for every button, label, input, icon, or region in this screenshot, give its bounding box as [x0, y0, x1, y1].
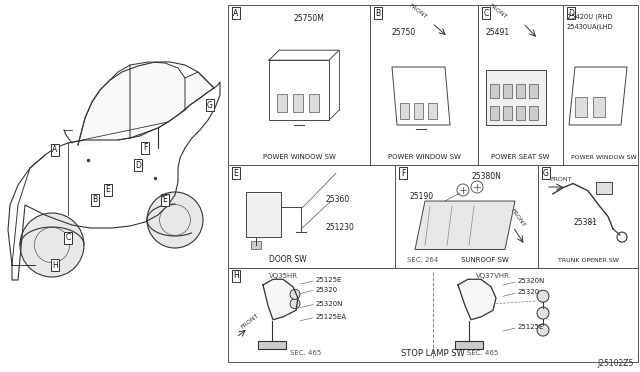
Text: 25750M: 25750M: [294, 14, 324, 23]
Text: POWER WINDOW SW: POWER WINDOW SW: [571, 155, 636, 160]
Bar: [503, 106, 512, 120]
Text: SUNROOF SW: SUNROOF SW: [461, 257, 509, 263]
Text: FRONT: FRONT: [408, 3, 428, 20]
Polygon shape: [130, 62, 185, 138]
Bar: [596, 182, 612, 194]
Bar: [228, 165, 395, 268]
Bar: [529, 84, 538, 98]
Bar: [478, 5, 563, 165]
Bar: [575, 97, 587, 117]
Text: SEC. 264: SEC. 264: [407, 257, 438, 263]
Bar: [516, 84, 525, 98]
Circle shape: [290, 289, 300, 299]
Text: B: B: [376, 9, 381, 17]
Bar: [251, 241, 261, 249]
Polygon shape: [258, 341, 286, 349]
Text: FRONT: FRONT: [510, 207, 527, 228]
Text: E: E: [106, 186, 110, 195]
Bar: [490, 84, 499, 98]
Text: STOP LAMP SW: STOP LAMP SW: [401, 349, 465, 358]
Text: FRONT: FRONT: [240, 313, 260, 330]
Text: C: C: [65, 234, 70, 243]
Text: 25380N: 25380N: [472, 172, 501, 181]
Text: TRUNK OPENER SW: TRUNK OPENER SW: [557, 258, 618, 263]
Text: POWER SEAT SW: POWER SEAT SW: [492, 154, 550, 160]
Bar: [400, 103, 409, 119]
Text: SEC. 465: SEC. 465: [291, 350, 322, 356]
Circle shape: [290, 299, 300, 309]
Text: J25102Z5: J25102Z5: [598, 359, 634, 368]
Bar: [428, 103, 437, 119]
Text: 25360: 25360: [325, 195, 349, 204]
Text: H: H: [233, 272, 239, 280]
Text: E: E: [234, 169, 238, 177]
Text: 25381: 25381: [573, 218, 597, 227]
Bar: [486, 70, 546, 125]
Bar: [563, 5, 638, 165]
Text: F: F: [401, 169, 405, 177]
Circle shape: [537, 307, 549, 319]
Bar: [246, 192, 281, 237]
Text: 25125E: 25125E: [316, 277, 342, 283]
Text: 25320: 25320: [518, 289, 540, 295]
Text: 25430UA(LHD: 25430UA(LHD: [567, 24, 614, 31]
Text: 25420U (RHD: 25420U (RHD: [567, 14, 612, 20]
Text: 25750: 25750: [392, 28, 416, 37]
Text: POWER WINDOW SW: POWER WINDOW SW: [262, 154, 335, 160]
Bar: [490, 106, 499, 120]
Text: C: C: [483, 9, 488, 17]
Text: 25491: 25491: [486, 28, 510, 37]
Bar: [516, 106, 525, 120]
Text: H: H: [52, 260, 58, 269]
Text: A: A: [234, 9, 239, 17]
Text: DOOR SW: DOOR SW: [269, 255, 307, 264]
Bar: [503, 84, 512, 98]
Bar: [309, 94, 319, 112]
Text: FRONT: FRONT: [488, 3, 508, 20]
Text: G: G: [543, 169, 549, 177]
Polygon shape: [263, 279, 298, 320]
Text: 25320: 25320: [316, 286, 338, 292]
Text: 25320N: 25320N: [518, 278, 545, 284]
Polygon shape: [455, 341, 483, 349]
Bar: [228, 268, 638, 362]
Text: G: G: [207, 100, 213, 109]
Polygon shape: [458, 279, 496, 320]
Circle shape: [20, 213, 84, 277]
Text: D: D: [135, 160, 141, 170]
Bar: [293, 94, 303, 112]
Bar: [414, 103, 423, 119]
Bar: [529, 106, 538, 120]
Text: VQ37VHR: VQ37VHR: [476, 273, 510, 279]
Bar: [370, 5, 478, 165]
Text: FRONT: FRONT: [550, 177, 572, 182]
Circle shape: [537, 290, 549, 302]
Bar: [277, 94, 287, 112]
Text: 251230: 251230: [325, 223, 354, 232]
Text: A: A: [52, 145, 58, 154]
Text: 25125E: 25125E: [518, 324, 545, 330]
Bar: [593, 97, 605, 117]
Circle shape: [537, 324, 549, 336]
Text: B: B: [92, 196, 97, 205]
Text: 25190: 25190: [410, 192, 434, 201]
Text: F: F: [143, 144, 147, 153]
Circle shape: [147, 192, 203, 248]
Text: D: D: [568, 9, 574, 17]
Bar: [395, 165, 538, 268]
Bar: [538, 165, 638, 268]
Text: E: E: [163, 196, 168, 205]
Text: 25320N: 25320N: [316, 301, 344, 307]
Bar: [228, 5, 370, 165]
Text: VQ35HR: VQ35HR: [269, 273, 298, 279]
Polygon shape: [415, 201, 515, 250]
Text: SEC. 465: SEC. 465: [467, 350, 499, 356]
Text: POWER WINDOW SW: POWER WINDOW SW: [388, 154, 460, 160]
Polygon shape: [185, 72, 214, 110]
Polygon shape: [78, 65, 130, 145]
Text: 25125EA: 25125EA: [316, 314, 347, 320]
